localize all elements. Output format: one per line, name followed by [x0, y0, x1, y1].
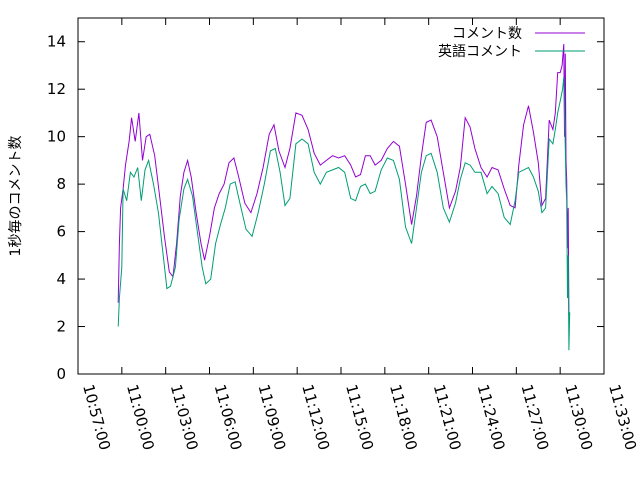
series-line-2 — [117, 77, 571, 351]
series-layer — [117, 44, 571, 351]
y-tick-label: 12 — [47, 80, 66, 98]
legend-label-2: 英語コメント — [438, 43, 522, 60]
y-tick-label: 4 — [56, 270, 66, 288]
series-line-1 — [117, 44, 570, 316]
y-tick-label: 2 — [56, 318, 66, 336]
legend-label-1: コメント数 — [452, 26, 522, 42]
y-tick-label: 6 — [56, 223, 66, 241]
y-tick-label: 0 — [56, 365, 66, 383]
y-tick-label: 10 — [47, 128, 66, 146]
y-tick-label: 14 — [47, 33, 66, 51]
y-axis-label: 1秒毎のコメント数 — [8, 136, 24, 257]
y-tick-label: 8 — [56, 175, 66, 193]
